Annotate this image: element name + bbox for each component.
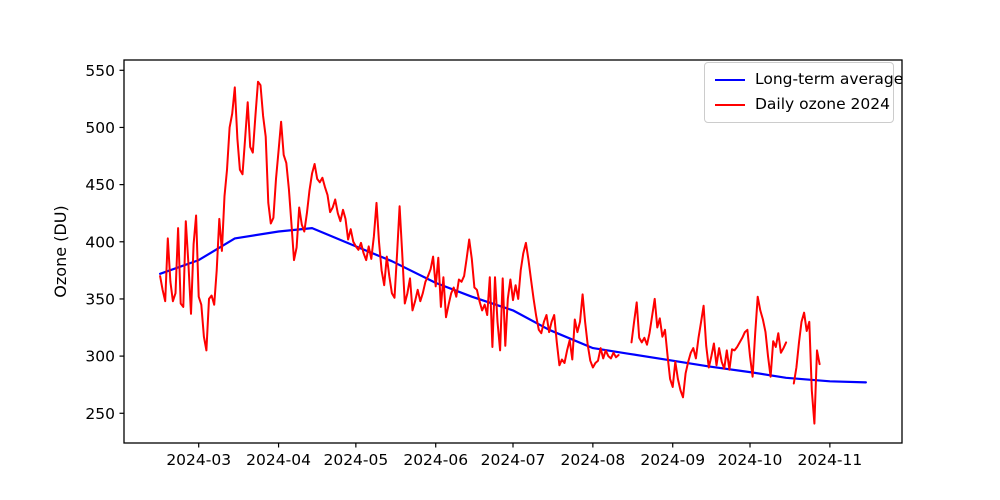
x-tick-label: 2024-11 xyxy=(797,451,862,469)
x-tick-label: 2024-10 xyxy=(718,451,783,469)
x-tick-label: 2024-05 xyxy=(323,451,388,469)
legend-label: Daily ozone 2024 xyxy=(755,95,890,113)
x-tick-label: 2024-08 xyxy=(560,451,625,469)
y-tick-label: 250 xyxy=(85,405,115,423)
y-tick-label: 450 xyxy=(85,176,115,194)
legend-item-long-term-average: Long-term average xyxy=(715,70,903,89)
y-tick-label: 350 xyxy=(85,290,115,308)
x-tick-label: 2024-03 xyxy=(166,451,231,469)
legend-label: Long-term average xyxy=(755,70,904,88)
x-tick-label: 2024-06 xyxy=(403,451,468,469)
series-line-daily-ozone-2024 xyxy=(159,80,821,425)
legend-line-swatch-blue xyxy=(715,78,745,81)
legend-item-daily-ozone: Daily ozone 2024 xyxy=(715,95,890,114)
legend-line-swatch-red xyxy=(715,103,745,106)
y-tick-label: 300 xyxy=(85,348,115,366)
x-tick-label: 2024-09 xyxy=(640,451,705,469)
x-tick-label: 2024-04 xyxy=(246,451,311,469)
y-tick-label: 550 xyxy=(85,62,115,80)
y-tick-label: 500 xyxy=(85,119,115,137)
x-tick-label: 2024-07 xyxy=(481,451,546,469)
legend: Long-term average Daily ozone 2024 xyxy=(704,62,903,123)
y-axis-title: Ozone (DU) xyxy=(51,205,70,297)
y-tick-label: 400 xyxy=(85,233,115,251)
series-line-long-term-average xyxy=(159,227,867,384)
